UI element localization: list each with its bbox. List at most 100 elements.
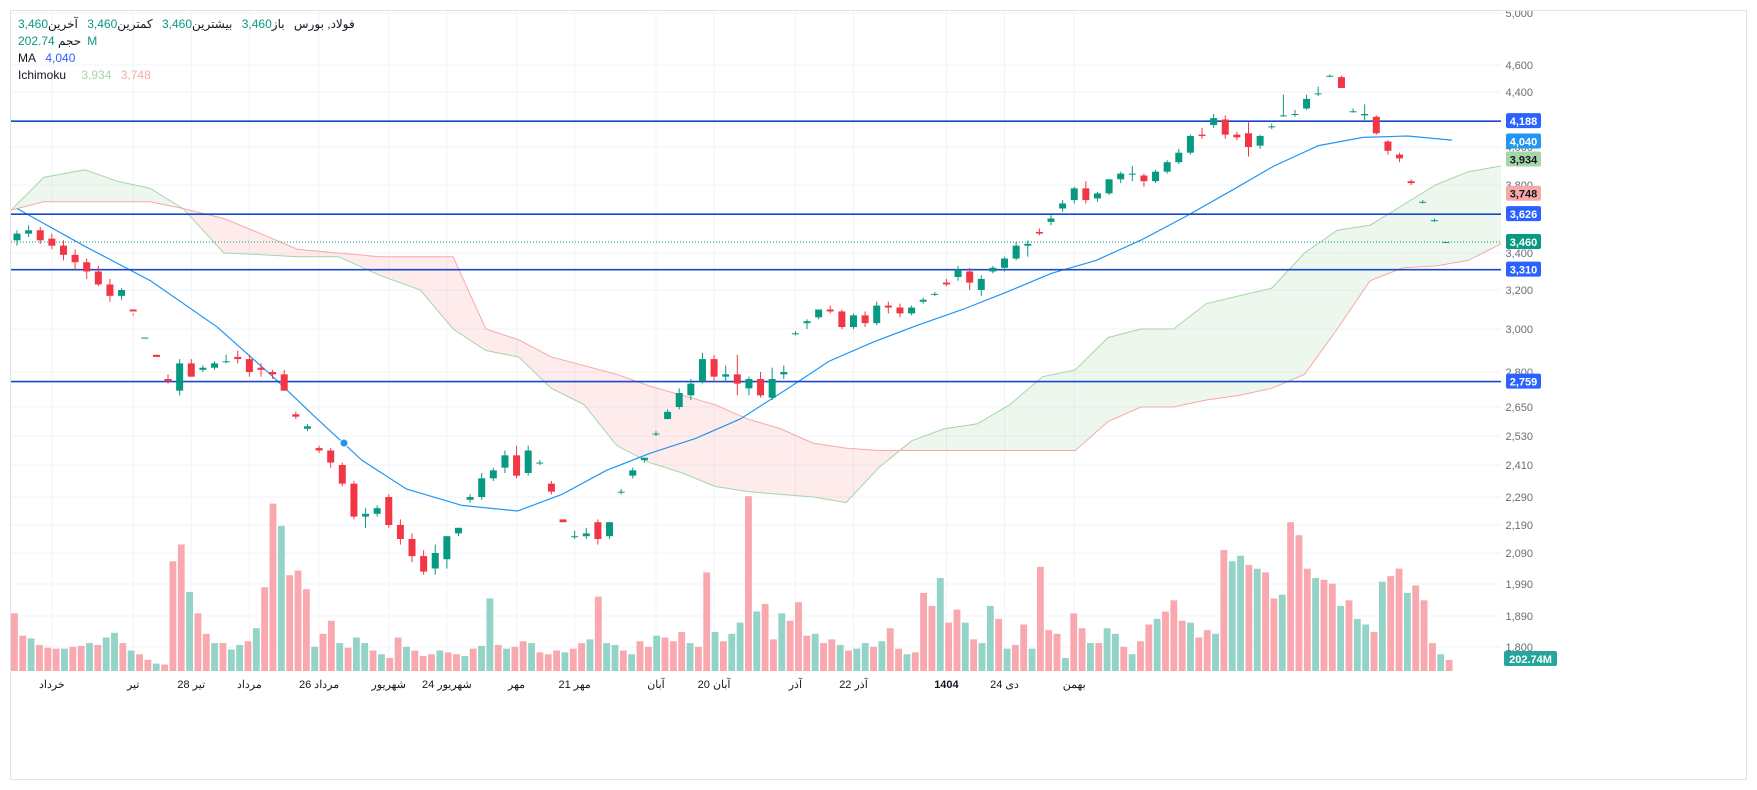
candle[interactable] xyxy=(118,288,126,300)
candle[interactable] xyxy=(1093,191,1101,202)
candle[interactable] xyxy=(420,550,428,575)
candle[interactable] xyxy=(1082,181,1090,204)
candle[interactable] xyxy=(280,369,288,391)
candle[interactable] xyxy=(757,372,765,398)
candle[interactable] xyxy=(385,494,393,528)
candle[interactable] xyxy=(350,481,358,520)
candle[interactable] xyxy=(1279,94,1287,117)
candle[interactable] xyxy=(1396,152,1404,163)
candle[interactable] xyxy=(1314,86,1322,97)
candle[interactable] xyxy=(199,365,207,372)
candle[interactable] xyxy=(1221,115,1229,139)
candle[interactable] xyxy=(873,301,881,326)
candle[interactable] xyxy=(269,369,277,379)
candle[interactable] xyxy=(362,508,370,528)
candle[interactable] xyxy=(966,267,974,290)
candle[interactable] xyxy=(977,275,985,296)
candle[interactable] xyxy=(942,278,950,287)
candle[interactable] xyxy=(338,462,346,487)
price-chart[interactable]: 5,0004,6004,4004,0003,8003,4003,2003,000… xyxy=(11,11,1748,781)
time-axis[interactable]: خرداد تیر 28 تیر مرداد 26 مرداد شهریور 24 شهری… xyxy=(39,678,1086,691)
candle[interactable] xyxy=(489,467,497,481)
candle[interactable] xyxy=(59,240,67,261)
candle[interactable] xyxy=(1152,169,1160,184)
candle[interactable] xyxy=(1024,240,1032,257)
candle[interactable] xyxy=(1001,256,1009,272)
candle[interactable] xyxy=(536,460,544,465)
candle[interactable] xyxy=(768,367,776,400)
candle[interactable] xyxy=(83,258,91,279)
candle[interactable] xyxy=(791,331,799,336)
candle[interactable] xyxy=(1035,228,1043,236)
candle[interactable] xyxy=(129,309,137,316)
candle[interactable] xyxy=(1105,179,1113,196)
candle[interactable] xyxy=(1430,218,1438,222)
event-marker-icon[interactable] xyxy=(339,438,349,448)
candle[interactable] xyxy=(745,376,753,396)
price-badge-level[interactable]: 3,626 xyxy=(1506,206,1541,222)
price-badge-last[interactable]: 3,460 xyxy=(1506,234,1541,249)
candle[interactable] xyxy=(466,494,474,503)
candle[interactable] xyxy=(1244,122,1252,157)
candle[interactable] xyxy=(431,544,439,575)
candle[interactable] xyxy=(861,311,869,328)
candle[interactable] xyxy=(1233,131,1241,141)
candle[interactable] xyxy=(629,467,637,479)
price-badge-ma[interactable]: 4,040 xyxy=(1506,133,1541,149)
candle[interactable] xyxy=(1268,123,1276,130)
candle[interactable] xyxy=(176,359,184,396)
candle[interactable] xyxy=(1070,186,1078,204)
candle[interactable] xyxy=(1117,171,1125,184)
candle[interactable] xyxy=(1326,74,1334,78)
candle[interactable] xyxy=(1198,127,1206,139)
candle[interactable] xyxy=(408,533,416,563)
candle[interactable] xyxy=(1210,114,1218,128)
candle[interactable] xyxy=(908,305,916,316)
candle[interactable] xyxy=(454,527,462,537)
ma-row[interactable]: MA 4,040 xyxy=(18,50,355,67)
candle[interactable] xyxy=(1349,108,1357,113)
candle[interactable] xyxy=(826,305,834,314)
price-axis[interactable]: 5,0004,6004,4004,0003,8003,4003,2003,000… xyxy=(1505,11,1533,654)
candle[interactable] xyxy=(1059,200,1067,212)
candle[interactable] xyxy=(710,354,718,382)
candle[interactable] xyxy=(152,354,160,357)
candle[interactable] xyxy=(303,423,311,432)
candle[interactable] xyxy=(582,527,590,539)
candle[interactable] xyxy=(954,265,962,281)
candle[interactable] xyxy=(25,225,33,237)
candle[interactable] xyxy=(884,301,892,314)
candle[interactable] xyxy=(524,445,532,476)
candle[interactable] xyxy=(1256,134,1264,149)
candle[interactable] xyxy=(675,388,683,410)
candle[interactable] xyxy=(1012,242,1020,261)
candle[interactable] xyxy=(315,445,323,453)
candle[interactable] xyxy=(1047,215,1055,226)
candle[interactable] xyxy=(919,297,927,304)
candle[interactable] xyxy=(733,354,741,396)
candle[interactable] xyxy=(1419,200,1427,204)
candle[interactable] xyxy=(849,313,857,329)
candle[interactable] xyxy=(1384,140,1392,155)
candle[interactable] xyxy=(222,354,230,364)
candle[interactable] xyxy=(71,249,79,270)
candle[interactable] xyxy=(687,379,695,400)
candle[interactable] xyxy=(164,374,172,384)
candle[interactable] xyxy=(187,359,195,377)
symbol-name[interactable]: فولاد, بورس xyxy=(293,17,355,31)
candle[interactable] xyxy=(722,365,730,382)
candle[interactable] xyxy=(1407,179,1415,185)
candle[interactable] xyxy=(606,522,614,539)
candle[interactable] xyxy=(396,519,404,545)
candle[interactable] xyxy=(1361,104,1369,123)
candle[interactable] xyxy=(803,319,811,329)
volume-row[interactable]: حجم 202.74M xyxy=(18,33,355,50)
candle[interactable] xyxy=(513,445,521,479)
price-badge-level[interactable]: 4,188 xyxy=(1506,113,1541,129)
candle[interactable] xyxy=(1291,109,1299,117)
volume-badge[interactable]: 202.74M xyxy=(1504,651,1557,666)
candle[interactable] xyxy=(640,457,648,463)
ichimoku-row[interactable]: Ichimoku 3,934 3,748 xyxy=(18,67,355,84)
candle[interactable] xyxy=(931,291,939,296)
candle[interactable] xyxy=(1163,160,1171,174)
